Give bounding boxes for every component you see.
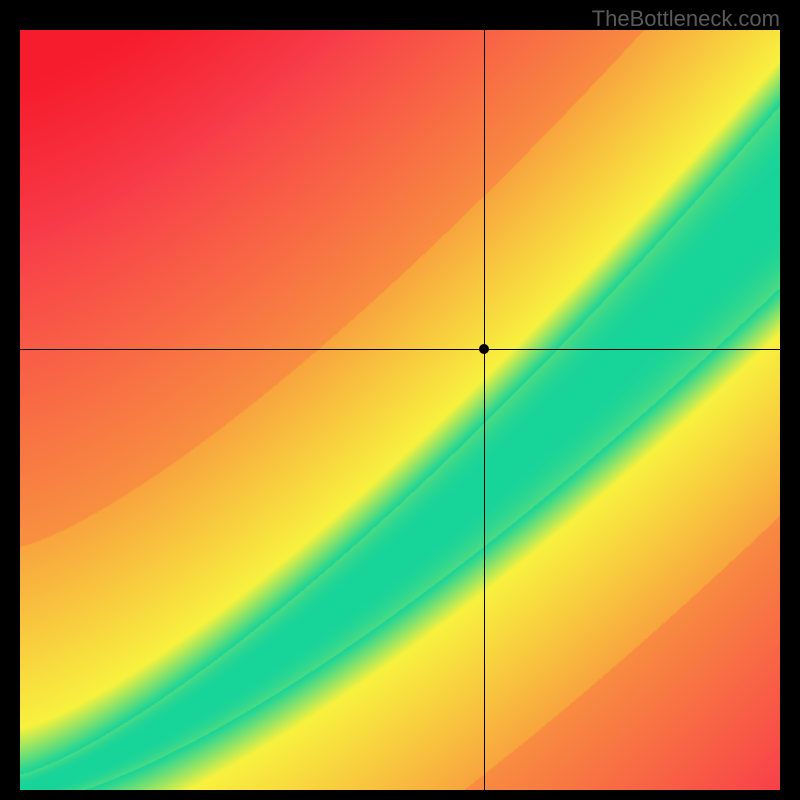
bottleneck-heatmap xyxy=(20,30,780,790)
watermark-text: TheBottleneck.com xyxy=(592,6,780,32)
crosshair-marker-dot xyxy=(479,344,489,354)
heatmap-canvas xyxy=(20,30,780,790)
crosshair-horizontal xyxy=(20,349,780,350)
crosshair-vertical xyxy=(484,30,485,790)
